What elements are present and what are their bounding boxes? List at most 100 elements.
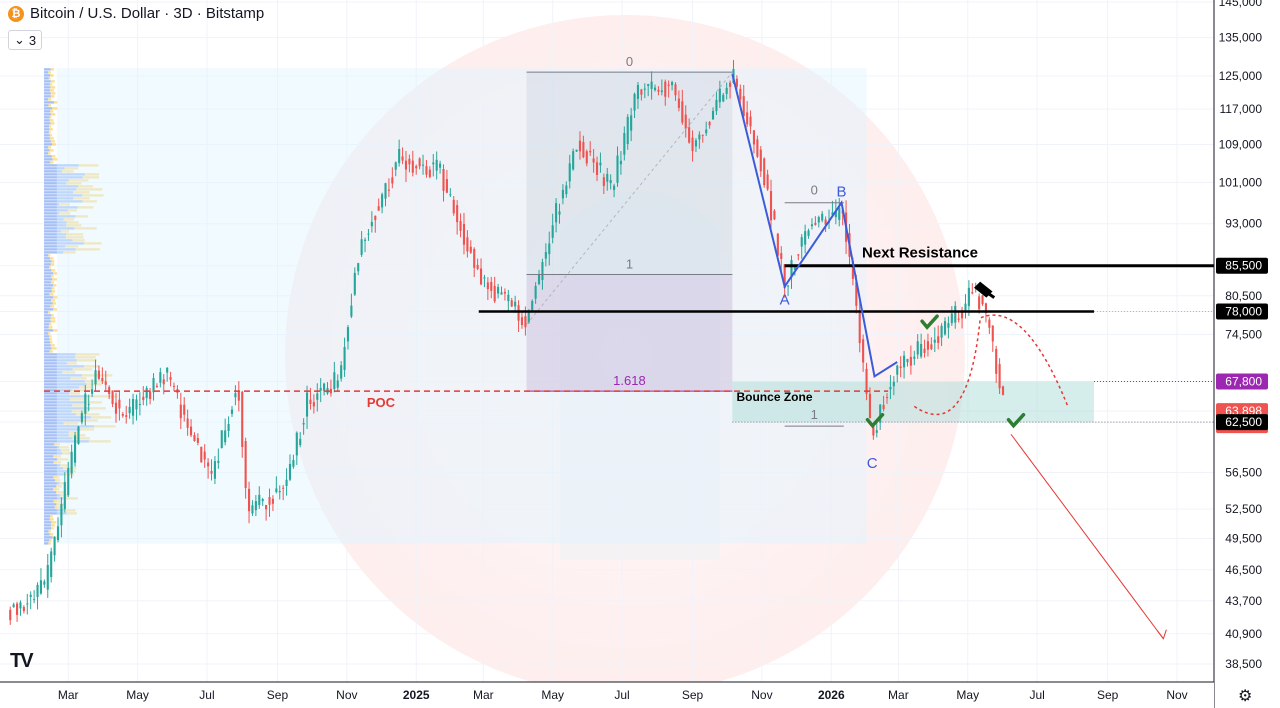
candle [149, 387, 152, 405]
price-tick-label: 125,000 [1219, 69, 1263, 83]
candle [288, 454, 292, 482]
candle-body [531, 300, 534, 311]
candle [790, 255, 793, 289]
candle [763, 157, 766, 188]
tradingview-logo-icon[interactable]: TV [10, 650, 34, 672]
candle-body [415, 166, 418, 169]
candle [152, 373, 155, 401]
candle-body [39, 580, 42, 594]
volume-profile-bar [44, 473, 64, 476]
candle-body [889, 387, 892, 390]
volume-profile-bar [51, 155, 56, 158]
candle-body [230, 409, 234, 414]
candle-body [790, 260, 793, 278]
candle-body [125, 415, 128, 417]
volume-profile-bar [62, 452, 71, 455]
candle-body [50, 551, 53, 577]
candle [346, 324, 350, 350]
candle-body [722, 94, 725, 102]
candle-body [606, 173, 609, 182]
gear-icon[interactable]: ⚙ [1238, 688, 1253, 705]
candle [442, 164, 445, 202]
candle-body [705, 129, 708, 134]
candle-body [101, 378, 104, 381]
volume-profile-bar [52, 302, 57, 305]
volume-profile-bar [44, 464, 61, 467]
candle-body [152, 378, 155, 393]
candle-body [589, 150, 592, 153]
candle-body [428, 169, 431, 177]
volume-profile-bar [44, 377, 71, 380]
candle-body [862, 339, 865, 363]
volume-profile-bar [48, 254, 51, 257]
candle [22, 605, 25, 614]
volume-profile-bar [84, 365, 99, 368]
candle [241, 390, 244, 458]
candle [684, 105, 687, 138]
candle-body [514, 301, 517, 307]
candle-body [203, 451, 206, 460]
candle [268, 488, 271, 517]
candle [916, 334, 919, 359]
candle [514, 295, 517, 313]
volume-profile-bar [49, 539, 52, 542]
volume-profile-bar [50, 80, 55, 83]
volume-profile-bar [49, 134, 52, 137]
fib-trend-line [526, 71, 733, 325]
candle [377, 198, 380, 211]
volume-profile-bar [44, 212, 59, 215]
volume-profile-bar [44, 245, 66, 248]
candle [189, 419, 193, 438]
candle [343, 337, 346, 377]
volume-profile-bar [44, 416, 91, 419]
volume-profile-bar [53, 272, 58, 275]
volume-profile-bar [44, 197, 74, 200]
candle-body [749, 116, 752, 127]
candle [534, 282, 537, 304]
volume-profile-bar [44, 122, 51, 125]
candle-body [746, 112, 749, 125]
interval-value: 3 [28, 32, 37, 48]
candle [766, 169, 769, 191]
volume-profile-bar [88, 395, 118, 398]
price-level-label: 78,000 [1225, 305, 1262, 319]
candle-body [793, 267, 796, 270]
candle [787, 285, 790, 297]
candle-body [479, 268, 483, 285]
volume-profile-bar [44, 191, 74, 194]
candle [305, 385, 309, 429]
candle-body [653, 87, 657, 91]
candle [657, 86, 660, 96]
volume-profile-bar [44, 143, 53, 146]
volume-profile-bar [50, 281, 54, 284]
volume-profile-bar [44, 152, 49, 155]
candle-body [821, 213, 824, 221]
volume-profile-bar [75, 356, 96, 359]
volume-profile-bar [60, 230, 70, 233]
symbol-title[interactable]: Bitcoin / U.S. Dollar · 3D · Bitstamp [30, 5, 265, 22]
volume-profile-bar [44, 326, 49, 329]
candle-body [183, 404, 186, 415]
candle-body [391, 177, 394, 184]
candle [995, 345, 998, 383]
candle-body [872, 423, 875, 436]
candle [340, 360, 343, 382]
candle [517, 300, 520, 332]
price-tick-label: 109,000 [1219, 137, 1263, 151]
volume-profile-bar [44, 77, 49, 80]
volume-profile-bar [44, 368, 73, 371]
candle [729, 80, 732, 99]
candle [602, 173, 605, 195]
candle-body [937, 336, 940, 343]
volume-profile-bar [44, 80, 51, 83]
interval-selector[interactable]: ⌄ 3 [8, 30, 43, 50]
candle-body [469, 246, 472, 253]
candle-body [398, 148, 401, 164]
candle-body [213, 461, 216, 479]
volume-profile-bar [52, 278, 58, 281]
candle [56, 517, 60, 543]
candle-body [868, 393, 872, 419]
volume-profile-bar [44, 344, 51, 347]
candle-body [476, 264, 479, 269]
